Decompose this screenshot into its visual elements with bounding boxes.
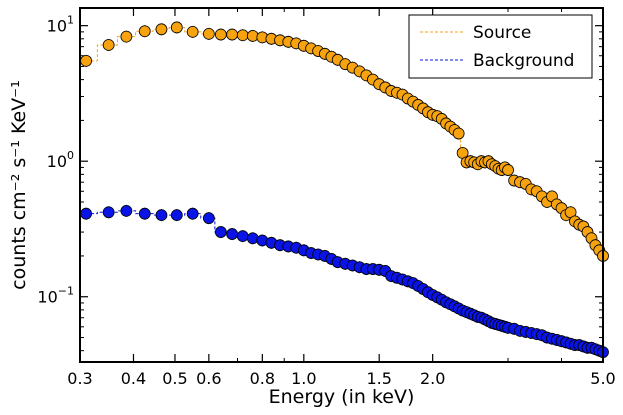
data-point — [80, 54, 92, 67]
x-tick-label: 0.8 — [250, 369, 275, 388]
data-point — [502, 164, 514, 176]
data-point — [80, 207, 92, 220]
data-point — [186, 207, 199, 220]
y-tick-label: 10−1 — [37, 285, 74, 307]
data-point — [120, 30, 133, 43]
x-tick-label: 5.0 — [590, 369, 615, 388]
data-point — [155, 23, 168, 36]
x-tick-labels: 0.3 0.4 0.5 0.6 0.8 1.0 1.5 2.0 5.0 — [67, 369, 615, 388]
plot-frame — [79, 7, 604, 363]
y-tick-labels: 101 100 10−1 — [37, 14, 74, 307]
data-point — [102, 39, 115, 51]
x-tick-label: 0.6 — [196, 369, 221, 388]
x-tick-label: 1.5 — [366, 369, 391, 388]
data-point — [202, 27, 215, 40]
legend: Source Background — [408, 14, 593, 79]
series-layer — [80, 21, 609, 359]
x-tick-label: 0.4 — [121, 369, 146, 388]
data-point — [138, 207, 151, 220]
x-tick-label: 0.5 — [162, 369, 187, 388]
x-tick-label: 2.0 — [420, 369, 445, 388]
data-point — [246, 232, 259, 245]
data-point — [202, 212, 215, 225]
legend-label-background: Background — [473, 51, 574, 71]
data-point — [170, 21, 183, 34]
data-point — [236, 29, 249, 42]
data-point — [170, 209, 183, 222]
data-point — [214, 28, 227, 41]
y-tick-label: 100 — [47, 149, 74, 171]
series-background — [80, 204, 609, 359]
data-point — [120, 204, 133, 217]
data-point — [452, 127, 465, 140]
x-axis-title: Energy (in keV) — [269, 386, 415, 408]
data-point — [214, 226, 227, 238]
data-point — [226, 28, 239, 41]
x-tick-label: 1.0 — [291, 369, 316, 388]
data-point — [186, 25, 199, 38]
series-source — [80, 21, 609, 262]
y-axis-title: counts cm⁻² s⁻¹ KeV⁻¹ — [8, 80, 30, 290]
data-point — [155, 209, 168, 222]
data-point — [236, 230, 249, 243]
legend-box — [408, 14, 593, 79]
data-point — [138, 25, 151, 38]
data-point — [226, 228, 239, 240]
x-tick-label: 0.3 — [67, 369, 92, 388]
y-tick-label: 101 — [47, 14, 74, 36]
legend-label-source: Source — [473, 23, 531, 43]
data-point — [102, 206, 115, 219]
